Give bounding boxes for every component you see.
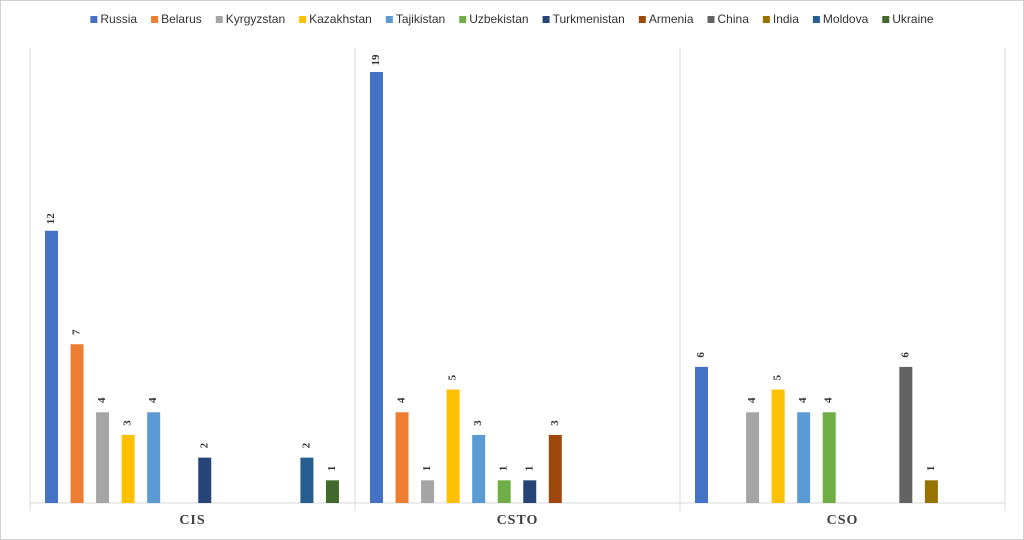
bar — [96, 412, 110, 503]
data-label: 1 — [523, 466, 535, 472]
legend-label: Armenia — [649, 12, 694, 26]
bar — [446, 389, 460, 503]
legend-label: Tajikistan — [396, 12, 445, 26]
legend-swatch — [638, 16, 646, 23]
bar — [548, 434, 562, 503]
legend-label: Uzbekistan — [469, 12, 528, 26]
data-label: 4 — [396, 397, 408, 403]
bar — [472, 434, 486, 503]
data-label: 2 — [300, 442, 312, 448]
legend-label: Ukraine — [892, 12, 934, 26]
legend-swatch — [299, 16, 307, 23]
bar — [370, 72, 383, 503]
legend-swatch — [812, 16, 820, 23]
bar — [121, 434, 135, 503]
data-label: 19 — [370, 54, 382, 66]
legend: Russia Belarus Kyrgyzstan Kazakhstan Tajikis… — [90, 12, 934, 26]
data-label: 4 — [147, 397, 159, 403]
bar — [421, 480, 435, 503]
data-label: 3 — [549, 420, 561, 426]
data-label: 3 — [472, 420, 484, 426]
legend-swatch — [215, 16, 223, 23]
data-label: 1 — [925, 466, 937, 472]
data-label: 6 — [899, 352, 911, 358]
legend-label: Moldova — [823, 12, 869, 26]
x-tick-label: CSO — [827, 513, 859, 528]
legend-label: Kazakhstan — [309, 12, 372, 26]
x-tick-label: CSTO — [497, 513, 539, 528]
legend-swatch — [762, 16, 770, 23]
data-label: 6 — [695, 352, 707, 358]
bar — [523, 480, 537, 503]
bar — [70, 344, 84, 503]
x-tick-label: CIS — [179, 513, 205, 528]
bar — [746, 412, 760, 503]
bar — [198, 457, 212, 503]
data-label: 1 — [498, 466, 510, 472]
legend-label: China — [718, 12, 750, 26]
legend-swatch — [151, 16, 159, 23]
legend-swatch — [90, 16, 98, 23]
data-label: 3 — [122, 420, 134, 426]
legend-label: Russia — [100, 12, 137, 26]
data-label: 4 — [96, 397, 108, 403]
data-label: 1 — [421, 466, 433, 472]
legend-label: Belarus — [161, 12, 202, 26]
bar — [822, 412, 836, 503]
data-label: 7 — [71, 329, 83, 335]
bar — [325, 480, 339, 503]
legend-label: Kyrgyzstan — [226, 12, 285, 26]
legend-label: Turkmenistan — [553, 12, 625, 26]
bar — [924, 480, 938, 503]
data-label: 12 — [45, 213, 57, 225]
legend-swatch — [385, 16, 393, 23]
bar — [771, 389, 785, 503]
data-label: 1 — [326, 466, 338, 472]
bar — [147, 412, 161, 503]
bar — [395, 412, 409, 503]
legend-swatch — [542, 16, 550, 23]
legend-swatch — [882, 16, 890, 23]
legend-swatch — [459, 16, 467, 23]
bar — [797, 412, 811, 503]
data-label: 4 — [797, 397, 809, 403]
legend-swatch — [707, 16, 715, 23]
bar — [497, 480, 511, 503]
bar — [45, 230, 58, 503]
legend-label: India — [773, 12, 799, 26]
data-label: 5 — [772, 374, 784, 380]
bar — [899, 366, 913, 503]
data-label: 4 — [746, 397, 758, 403]
data-label: 2 — [198, 442, 210, 448]
data-label: 5 — [447, 374, 459, 380]
data-label: 4 — [823, 397, 835, 403]
bar — [300, 457, 314, 503]
bar — [695, 366, 708, 503]
